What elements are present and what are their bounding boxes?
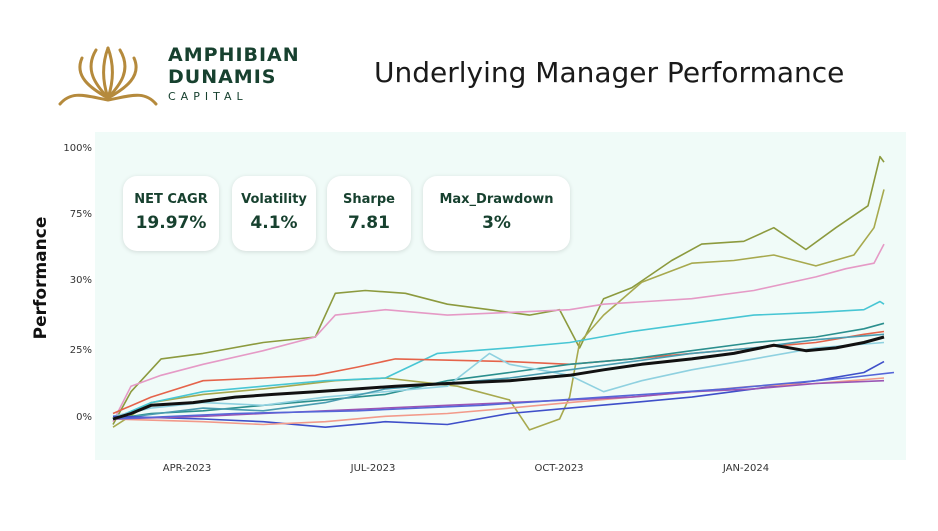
series-line-3: [112, 300, 885, 420]
phoenix-emblem-icon: [58, 46, 158, 106]
series-line-11: [112, 371, 895, 420]
series-line-8: [112, 360, 885, 428]
brand-line-3: CAPITAL: [168, 90, 248, 103]
stat-card-sharpe: Sharpe 7.81: [327, 176, 411, 251]
series-line-6: [112, 341, 885, 418]
series-line-1: [112, 189, 885, 431]
x-tick-label: OCT-2023: [534, 463, 584, 474]
company-logo: AMPHIBIAN DUNAMIS CAPITAL: [56, 40, 316, 110]
x-tick-label: JUL-2023: [350, 463, 396, 474]
stat-label: NET CAGR: [134, 192, 208, 207]
y-tick-label: 0%: [76, 412, 92, 423]
stat-label: Sharpe: [343, 192, 395, 207]
stat-label: Volatility: [241, 192, 307, 207]
stat-value: 4.1%: [250, 213, 298, 233]
y-tick-label: 75%: [69, 209, 92, 220]
series-line-4: [112, 330, 885, 415]
stat-label: Max_Drawdown: [439, 192, 554, 207]
stat-value: 7.81: [348, 213, 390, 233]
x-tick-label: APR-2023: [162, 463, 212, 474]
stat-card-max-drawdown: Max_Drawdown 3%: [423, 176, 570, 251]
stat-value: 3%: [482, 213, 511, 233]
brand-line-1: AMPHIBIAN: [168, 44, 300, 66]
y-tick-label: 100%: [63, 143, 92, 154]
series-line-2: [112, 243, 885, 423]
series-line-portfolio: [112, 335, 885, 421]
y-tick-label: 30%: [69, 275, 92, 286]
y-tick-label: 25%: [69, 345, 92, 356]
stat-card-net-cagr: NET CAGR 19.97%: [123, 176, 219, 251]
brand-line-2: DUNAMIS: [168, 66, 277, 88]
stat-value: 19.97%: [135, 213, 207, 233]
stat-card-volatility: Volatility 4.1%: [232, 176, 316, 251]
performance-line-chart: [112, 155, 895, 431]
x-tick-label: JAN-2024: [722, 463, 770, 474]
page-title: Underlying Manager Performance: [374, 56, 845, 89]
